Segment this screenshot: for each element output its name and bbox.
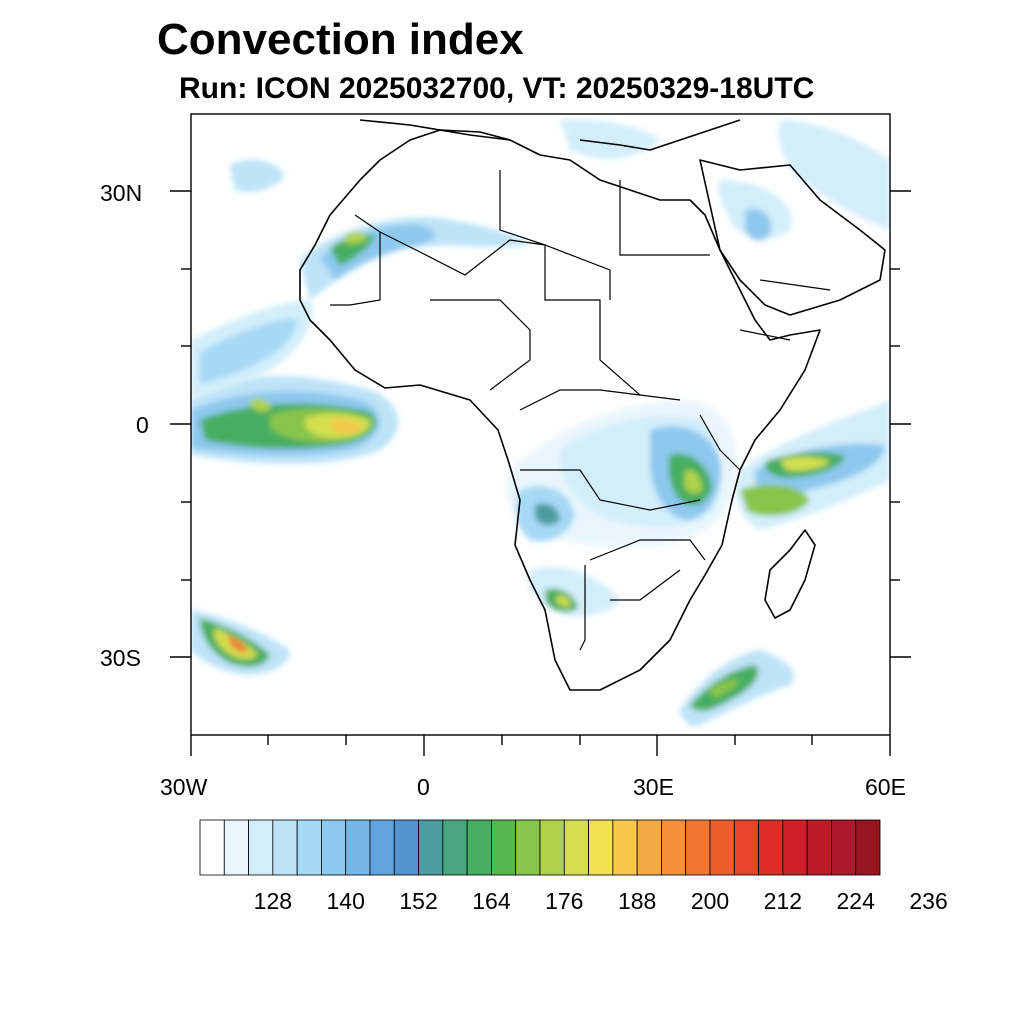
colorbar-tick-label: 212 (763, 888, 803, 914)
colorbar (199, 819, 881, 876)
convection-region-sahara-band (300, 217, 530, 300)
lon-label-30e: 30E (633, 774, 674, 800)
convection-region-atlantic-equatorial (191, 376, 399, 464)
colorbar-tick-label: 128 (253, 888, 293, 914)
convection-region-indian-ocean (736, 400, 890, 530)
colorbar-tick-label: 200 (690, 888, 730, 914)
colorbar-box (491, 819, 517, 876)
colorbar-tick-label: 224 (836, 888, 875, 914)
madagascar-coastline (764, 529, 816, 619)
colorbar-box (685, 819, 711, 876)
coastlines (299, 119, 886, 691)
lon-label-0: 0 (417, 774, 430, 800)
arabia-coastline (699, 159, 886, 316)
colorbar-tick-label: 188 (617, 888, 657, 914)
lat-label-30s: 30S (100, 645, 141, 671)
colorbar-box (321, 819, 347, 876)
colorbar-box (199, 819, 225, 876)
map-subtitle: Run: ICON 2025032700, VT: 20250329-18UTC (179, 72, 815, 105)
convection-region-southwest-indian-ocean (680, 650, 794, 726)
colorbar-box (636, 819, 662, 876)
colorbar-box (758, 819, 784, 876)
colorbar-box (855, 819, 881, 876)
colorbar-box (393, 819, 419, 876)
colorbar-tick-label: 140 (326, 888, 365, 914)
colorbar-box (539, 819, 565, 876)
colorbar-box (563, 819, 589, 876)
colorbar-box (782, 819, 808, 876)
colorbar-box (296, 819, 322, 876)
colorbar-box (466, 819, 492, 876)
colorbar-box (612, 819, 638, 876)
colorbar-box (369, 819, 395, 876)
lon-label-60e: 60E (865, 774, 906, 800)
convection-region-southern-africa (528, 566, 620, 616)
colorbar-box (345, 819, 371, 876)
colorbar-box (588, 819, 614, 876)
colorbar-box (806, 819, 832, 876)
axis-ticks (170, 190, 911, 756)
convection-region-south-atlantic (191, 610, 290, 675)
convection-region-arabia (230, 119, 890, 241)
colorbar-box (418, 819, 444, 876)
colorbar-box (442, 819, 468, 876)
colorbar-box (272, 819, 298, 876)
colorbar-box (223, 819, 249, 876)
colorbar-box (709, 819, 735, 876)
colorbar-box (733, 819, 759, 876)
colorbar-box (248, 819, 274, 876)
colorbar-tick-label: 164 (472, 888, 511, 914)
colorbar-box (831, 819, 857, 876)
convection-region-central-africa (506, 400, 737, 547)
convection-region-west-africa-plume (191, 300, 313, 398)
colorbar-box (515, 819, 541, 876)
lat-label-0: 0 (136, 412, 149, 438)
colorbar-tick-label: 152 (399, 888, 438, 914)
lat-label-30n: 30N (100, 180, 143, 206)
mediterranean-coast (359, 119, 741, 151)
colorbar-box (661, 819, 687, 876)
colorbar-tick-label: 176 (545, 888, 584, 914)
convection-field (191, 119, 890, 726)
map-title: Convection index (157, 15, 524, 64)
colorbar-tick-label: 236 (909, 888, 948, 914)
lon-label-30w: 30W (160, 774, 208, 800)
country-borders (330, 170, 831, 651)
